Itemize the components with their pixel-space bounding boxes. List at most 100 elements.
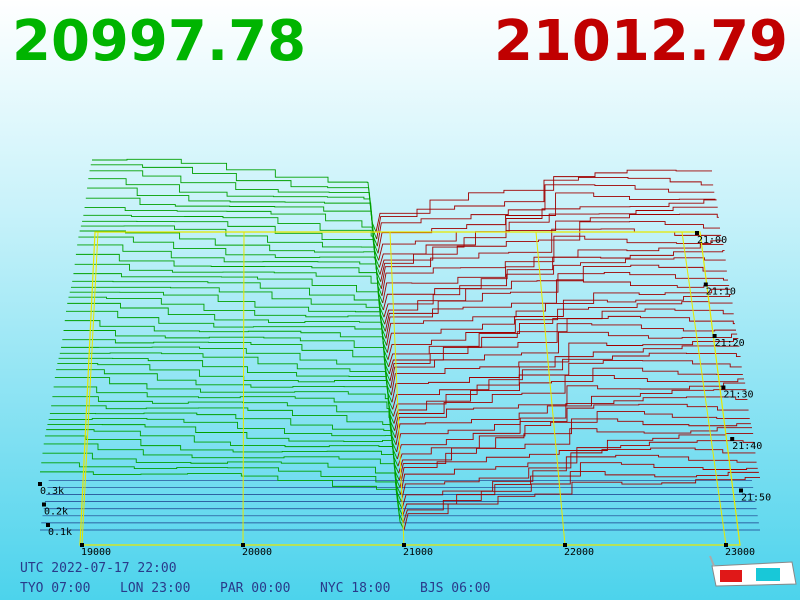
ask-wall-line xyxy=(400,447,756,502)
ask-wall-line xyxy=(390,338,739,396)
ask-wall-line xyxy=(387,301,733,360)
bid-wall-line xyxy=(46,429,402,495)
bid-wall-line xyxy=(70,286,388,353)
bid-wall-line xyxy=(85,197,380,268)
ask-wall-line xyxy=(398,427,752,481)
tick-dot xyxy=(712,334,717,338)
ask-wall-line xyxy=(390,331,738,389)
bid-wall-line xyxy=(69,291,389,360)
ask-wall-line xyxy=(388,315,735,375)
ask-wall-line xyxy=(398,418,751,474)
bid-wall-line xyxy=(44,435,402,502)
ask-wall-line xyxy=(379,213,719,275)
ask-wall-line xyxy=(388,308,734,367)
time-tick-label: 21:30 xyxy=(723,390,753,401)
bid-wall-line xyxy=(63,330,392,396)
depth-tick-label: 0.3k xyxy=(40,486,64,497)
bid-wall-line xyxy=(54,377,397,446)
tick-dot xyxy=(402,543,406,547)
bid-wall-line xyxy=(64,320,392,389)
ask-wall-line xyxy=(378,199,717,261)
time-tick-label: 21:20 xyxy=(715,338,745,349)
bid-wall-line xyxy=(56,369,396,438)
ask-wall-line xyxy=(396,396,748,453)
price-grid-line xyxy=(681,231,727,546)
bid-wall-line xyxy=(79,230,384,304)
tick-dot xyxy=(730,437,735,441)
world-clocks: TYO 07:00 LON 23:00 PAR 00:00 NYC 18:00 BJS … xyxy=(20,581,490,596)
ask-wall-line xyxy=(403,476,760,531)
ask-wall-line xyxy=(381,235,723,296)
bid-wall-line xyxy=(51,405,399,467)
ask-wall-line xyxy=(394,382,746,438)
bid-wall-line xyxy=(73,273,387,339)
price-grid-line xyxy=(242,231,245,546)
clock-label: PAR 00:00 xyxy=(220,581,290,596)
depth-tick-label: 0.1k xyxy=(48,527,72,538)
ask-wall-line xyxy=(389,323,736,382)
bid-wall-line xyxy=(72,280,388,346)
price-grid-line xyxy=(81,231,99,546)
ask-wall-line xyxy=(384,272,728,332)
bid-wall-line xyxy=(41,462,404,524)
bid-wall-line xyxy=(77,244,385,318)
depth-tick-label: 0.2k xyxy=(44,507,68,518)
price-tick-label: 22000 xyxy=(564,547,594,558)
ask-wall-line xyxy=(402,462,758,516)
bid-wall-line xyxy=(47,424,401,488)
ask-wall-line xyxy=(376,184,715,247)
bid-wall-line xyxy=(42,452,404,516)
tick-dot xyxy=(721,385,726,390)
time-tick-label: 21:00 xyxy=(697,235,727,246)
ask-wall-line xyxy=(393,367,743,424)
bid-wall-line xyxy=(53,386,398,453)
clock-label: BJS 06:00 xyxy=(420,581,490,596)
tick-dot xyxy=(703,282,708,287)
bid-wall-line xyxy=(92,158,377,233)
ask-wall-line xyxy=(392,360,742,417)
ask-wall-line xyxy=(400,440,755,495)
bid-wall-line xyxy=(82,220,382,289)
ask-wall-line xyxy=(382,244,724,304)
tick-dot xyxy=(80,543,84,547)
price-tick-label: 19000 xyxy=(81,547,111,558)
time-tick-label: 21:10 xyxy=(706,287,736,298)
ask-wall-line xyxy=(384,264,727,325)
ask-wall-line xyxy=(396,403,749,460)
bid-wall-line xyxy=(83,214,382,282)
clock-label: NYC 18:00 xyxy=(320,581,390,596)
tick-dot xyxy=(739,488,743,493)
ask-wall-line xyxy=(375,169,712,233)
bid-wall-line xyxy=(90,164,378,240)
bid-wall-line xyxy=(66,310,391,382)
price-tick-label: 23000 xyxy=(725,547,755,558)
ask-wall-line xyxy=(385,279,730,339)
bid-wall-line xyxy=(61,346,394,410)
utc-time: UTC 2022-07-17 22:00 xyxy=(20,561,177,576)
ask-wall-line xyxy=(392,352,741,410)
bid-wall-line xyxy=(68,296,390,367)
ask-wall-line xyxy=(386,293,732,353)
ask-wall-line xyxy=(377,192,716,254)
price-tick-label: 20000 xyxy=(242,547,272,558)
clock-label: TYO 07:00 xyxy=(20,581,90,596)
time-tick-label: 21:40 xyxy=(732,441,762,452)
tick-dot xyxy=(563,543,567,547)
ask-wall-line xyxy=(376,177,714,240)
bid-wall-line xyxy=(62,339,393,403)
bid-wall-line xyxy=(84,207,381,275)
bid-wall-line xyxy=(87,187,380,261)
bid-wall-line xyxy=(49,412,400,474)
ask-wall-line xyxy=(383,257,726,318)
clock-label: LON 23:00 xyxy=(120,581,190,596)
tick-dot xyxy=(42,502,46,507)
bid-wall-line xyxy=(88,178,379,254)
bid-wall-line xyxy=(58,357,395,424)
ask-wall-line xyxy=(378,206,718,268)
stereo-glasses-icon[interactable] xyxy=(709,555,797,587)
ask-wall-line xyxy=(391,345,740,403)
depth-walls xyxy=(40,158,760,531)
bid-wall-line xyxy=(40,471,405,531)
bid-wall-line xyxy=(78,236,384,311)
